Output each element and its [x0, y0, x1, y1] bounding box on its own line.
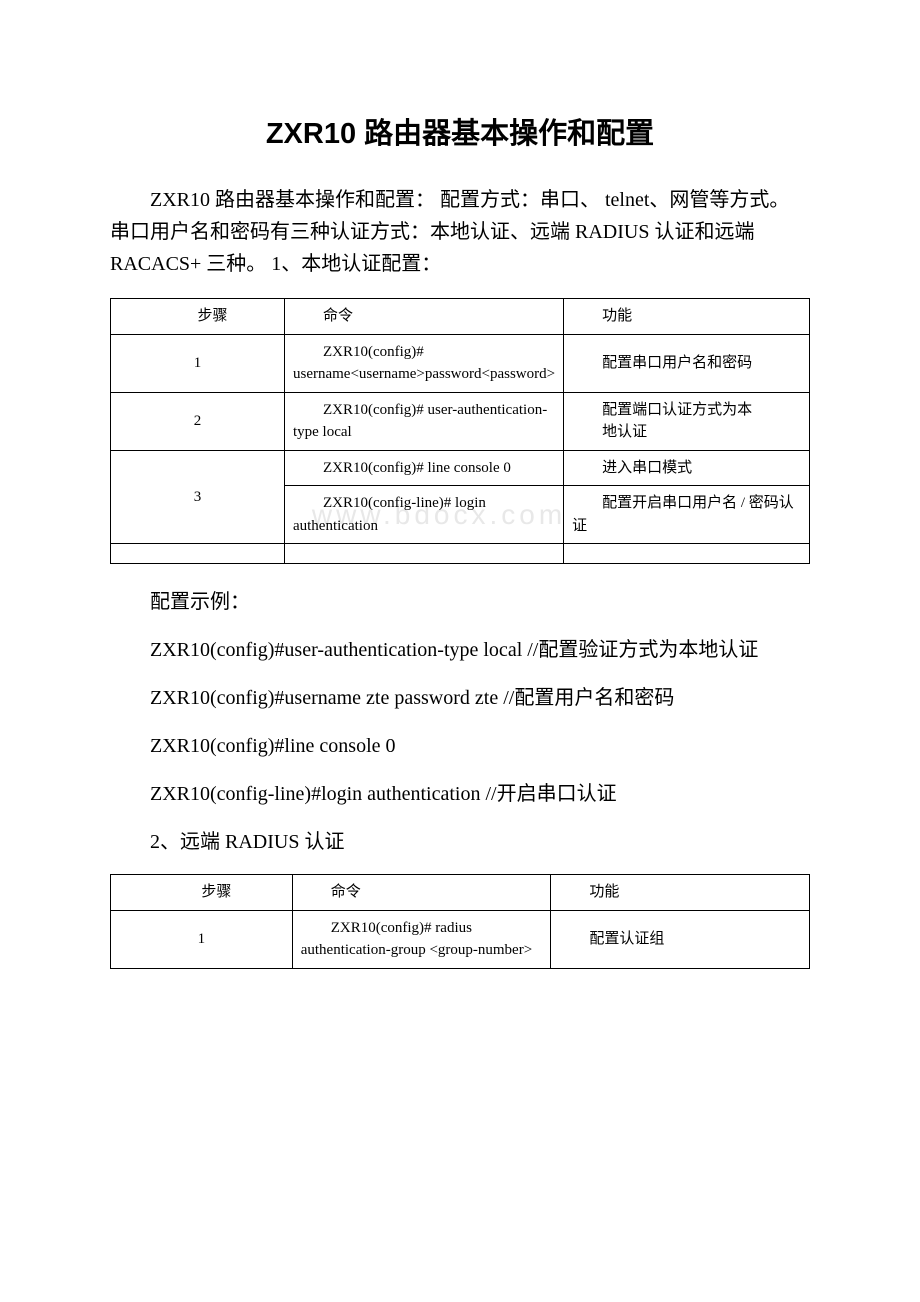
intro-paragraph: ZXR10 路由器基本操作和配置： 配置方式：串口、 telnet、网管等方式。… [110, 184, 810, 280]
table-row [111, 544, 810, 564]
step-cell: 2 [111, 392, 285, 450]
page-title: ZXR10 路由器基本操作和配置 [110, 110, 810, 152]
table-row: 步骤 命令 功能 [111, 875, 810, 911]
empty-cell [111, 544, 285, 564]
cmd-cell: ZXR10(config)# radius authentication-gro… [292, 910, 551, 968]
table-row: 2 ZXR10(config)# user-authentication-typ… [111, 392, 810, 450]
example-heading: 配置示例： [110, 586, 810, 618]
step-cell: 1 [111, 910, 293, 968]
table-header-cmd: 命令 [292, 875, 551, 911]
table-header-func: 功能 [564, 299, 810, 335]
cmd-cell: ZXR10(config)# username<username>passwor… [284, 334, 563, 392]
example-line: ZXR10(config-line)#login authentication … [110, 778, 810, 810]
cmd-cell: ZXR10(config)# line console 0 [284, 450, 563, 486]
table-row: 1 ZXR10(config)# username<username>passw… [111, 334, 810, 392]
step-cell: 3 [111, 450, 285, 544]
func-cell: 配置端口认证方式为本 地认证 [564, 392, 810, 450]
table-row: 3 ZXR10(config)# line console 0 进入串口模式 [111, 450, 810, 486]
table-header-step: 步骤 [111, 299, 285, 335]
table-header-cmd: 命令 [284, 299, 563, 335]
func-cell: 配置认证组 [551, 910, 810, 968]
example-line: ZXR10(config)#user-authentication-type l… [110, 634, 810, 666]
cmd-cell: www.bdocx.com ZXR10(config-line)# login … [284, 486, 563, 544]
func-text: 配置端口认证方式为本 [572, 399, 801, 422]
table-header-func: 功能 [551, 875, 810, 911]
table-local-auth: 步骤 命令 功能 1 ZXR10(config)# username<usern… [110, 298, 810, 564]
empty-cell [564, 544, 810, 564]
func-cell: 配置串口用户名和密码 [564, 334, 810, 392]
func-cell: 进入串口模式 [564, 450, 810, 486]
cmd-cell: ZXR10(config)# user-authentication-type … [284, 392, 563, 450]
table-header-step: 步骤 [111, 875, 293, 911]
table-row: 步骤 命令 功能 [111, 299, 810, 335]
func-text: 地认证 [572, 421, 801, 444]
step-cell: 1 [111, 334, 285, 392]
section-heading: 2、远端 RADIUS 认证 [110, 826, 810, 858]
func-cell: 配置开启串口用户名 / 密码认证 [564, 486, 810, 544]
table-row: 1 ZXR10(config)# radius authentication-g… [111, 910, 810, 968]
cmd-text: ZXR10(config-line)# login authentication [293, 492, 555, 537]
table-radius-auth: 步骤 命令 功能 1 ZXR10(config)# radius authent… [110, 874, 810, 969]
example-line: ZXR10(config)#line console 0 [110, 730, 810, 762]
example-line: ZXR10(config)#username zte password zte … [110, 682, 810, 714]
empty-cell [284, 544, 563, 564]
